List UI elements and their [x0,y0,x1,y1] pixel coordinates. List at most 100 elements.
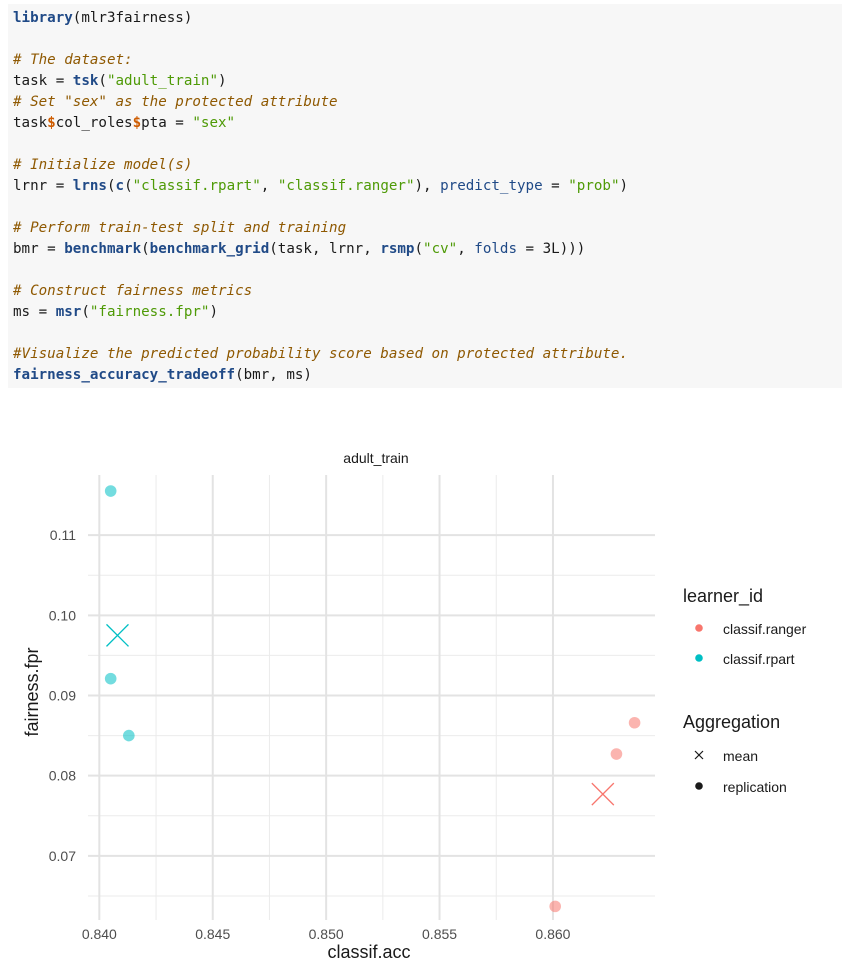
code-line: #Visualize the predicted probability sco… [13,344,842,365]
y-tick-label: 0.09 [49,687,76,703]
chart-points [104,485,641,913]
code-token: ) [619,178,629,194]
code-token: # Initialize model(s) [13,157,193,173]
code-token: "classif.ranger" [277,178,415,194]
legend-shape-title: Aggregation [683,712,780,732]
code-token: fairness_accuracy_tradeoff [13,367,236,383]
code-line: task = tsk("adult_train") [13,71,842,92]
code-token: task = [13,73,73,89]
legend-item-mean: mean [723,748,758,764]
code-block: library(mlr3fairness) # The dataset: task… [8,4,842,388]
code-token: rsmp [380,241,415,257]
code-line: bmr = benchmark(benchmark_grid(task, lrn… [13,239,842,260]
code-token: ( [124,178,133,194]
replication-point [104,672,117,685]
code-token: benchmark_grid [149,241,270,257]
x-tick-label: 0.850 [309,926,344,942]
code-line: # Construct fairness metrics [13,281,842,302]
mean-marker [106,623,129,647]
code-line: # The dataset: [13,50,842,71]
code-token: col_roles [55,115,133,131]
code-token: (task, lrnr, [269,241,381,257]
replication-point [610,748,623,760]
code-token: "cv" [423,241,458,257]
code-token: "adult_train" [106,73,219,89]
y-axis-label: fairness.fpr [22,647,42,736]
code-token: (mlr3fairness) [72,10,193,26]
code-token: bmr = [13,241,65,257]
legend-key-ranger [695,624,703,632]
y-tick-label: 0.11 [50,527,76,543]
code-line: lrnr = lrns(c("classif.rpart", "classif.… [13,176,842,197]
code-line [13,29,842,50]
code-token: ( [81,304,90,320]
code-token: ) [218,73,227,89]
replication-point [123,729,135,742]
legend-mean-cross-icon [694,750,704,760]
x-tick-label: 0.855 [422,926,457,942]
legend-replication-dot-icon [695,782,703,790]
chart-legend: learner_id classif.ranger classif.rpart … [683,586,807,795]
code-token: pta = [141,115,193,131]
code-token: "prob" [568,178,620,194]
code-token: = 3L))) [517,241,586,257]
code-token: library [13,10,73,26]
code-token: ( [106,178,116,194]
code-token: c [115,178,125,194]
code-token: "sex" [192,115,236,131]
x-axis-label: classif.acc [327,942,410,962]
code-line [13,134,842,155]
chart-title: adult_train [343,450,408,466]
legend-item-rpart: classif.rpart [723,651,795,667]
replication-point [104,485,117,497]
code-token: ), [414,178,441,194]
code-token: ms = [13,304,56,320]
code-token: "classif.rpart" [132,178,261,194]
code-token: (bmr, ms) [235,367,312,383]
code-token: , [260,178,278,194]
chart-grid [88,475,655,920]
code-token: ( [414,241,424,257]
code-token: # Set "sex" as the protected attribute [13,94,338,110]
code-token: msr [55,304,82,320]
x-tick-label: 0.840 [82,926,117,942]
code-token: $ [47,115,56,131]
x-tick-label: 0.860 [535,926,570,942]
y-tick-label: 0.08 [49,768,76,784]
code-token: task [13,115,48,131]
code-token: benchmark [64,241,142,257]
x-axis-ticks: 0.840 0.845 0.850 0.855 0.860 [82,926,571,942]
code-token: , [457,241,475,257]
code-line [13,260,842,281]
code-line: # Perform train-test split and training [13,218,842,239]
code-line: library(mlr3fairness) [13,8,842,29]
code-token: $ [132,115,142,131]
y-axis-ticks: 0.07 0.08 0.09 0.10 0.11 [49,527,76,864]
x-tick-label: 0.845 [195,926,230,942]
code-token: # Perform train-test split and training [13,220,347,236]
code-token: ) [209,304,219,320]
y-tick-label: 0.07 [49,848,76,864]
code-token: # Construct fairness metrics [13,283,253,299]
code-line [13,197,842,218]
code-token: = [542,178,569,194]
code-token: lrnr = [13,178,73,194]
code-token: folds [474,241,518,257]
legend-item-ranger: classif.ranger [723,621,807,637]
fairness-accuracy-chart: adult_train 0.840 0.845 0.850 0.855 0.860 0.… [22,450,807,962]
replication-point [549,900,562,913]
code-line: # Initialize model(s) [13,155,842,176]
code-line [13,323,842,344]
legend-item-replication: replication [723,779,787,795]
code-line: ms = msr("fairness.fpr") [13,302,842,323]
code-line: fairness_accuracy_tradeoff(bmr, ms) [13,365,842,386]
code-token: #Visualize the predicted probability sco… [13,346,628,362]
replication-point [628,716,641,729]
code-line: task$col_roles$pta = "sex" [13,113,842,134]
y-tick-label: 0.10 [49,607,76,623]
code-token: ( [141,241,150,257]
code-token: predict_type [440,178,543,194]
code-token: lrns [72,178,107,194]
legend-color-title: learner_id [683,586,763,607]
code-token: "fairness.fpr" [89,304,210,320]
